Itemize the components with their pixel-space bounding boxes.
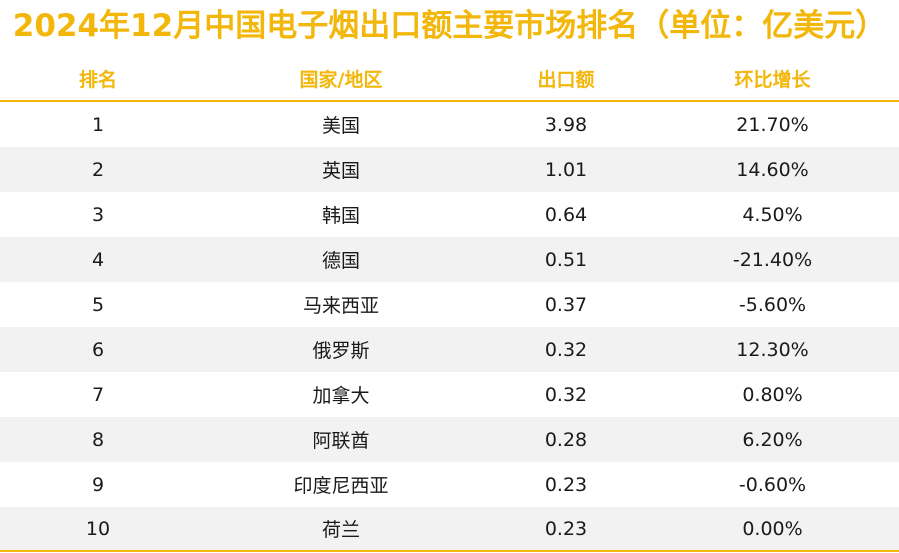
table-row: 9 印度尼西亚 0.23 -0.60% [0, 462, 899, 507]
cell-rank: 3 [91, 203, 105, 226]
cell-mom-growth: 6.20% [742, 428, 803, 451]
cell-rank: 10 [85, 517, 111, 540]
header-mom-growth: 环比增长 [734, 69, 811, 91]
cell-rank: 8 [91, 428, 105, 451]
cell-mom-growth: -5.60% [738, 293, 807, 316]
cell-export-value: 1.01 [544, 158, 588, 181]
cell-export-value: 0.32 [544, 338, 588, 361]
cell-country: 英国 [321, 160, 360, 182]
cell-country: 德国 [321, 250, 360, 272]
cell-rank: 9 [91, 473, 105, 496]
table-body: 1 美国 3.98 21.70% 2 英国 1.01 14.60% 3 韩国 0.64 4.50% 4 德… [0, 102, 899, 552]
cell-rank: 2 [91, 158, 105, 181]
cell-export-value: 0.32 [544, 383, 588, 406]
table-row: 10 荷兰 0.23 0.00% [0, 507, 899, 552]
header-rank: 排名 [78, 69, 117, 91]
title-container: 2024年12月中国电子烟出口额主要市场排名（单位：亿美元） [0, 0, 899, 57]
cell-export-value: 0.64 [544, 203, 588, 226]
cell-mom-growth: 0.00% [742, 517, 803, 540]
table-row: 2 英国 1.01 14.60% [0, 147, 899, 192]
cell-mom-growth: 14.60% [736, 158, 809, 181]
table-row: 1 美国 3.98 21.70% [0, 102, 899, 147]
cell-mom-growth: 0.80% [742, 383, 803, 406]
header-export-value: 出口额 [537, 69, 595, 91]
cell-export-value: 0.28 [544, 428, 588, 451]
table-row: 8 阿联酋 0.28 6.20% [0, 417, 899, 462]
cell-export-value: 0.23 [544, 473, 588, 496]
cell-country: 俄罗斯 [312, 340, 370, 362]
cell-country: 荷兰 [321, 519, 360, 541]
cell-country: 韩国 [321, 205, 360, 227]
cell-mom-growth: -0.60% [738, 473, 807, 496]
cell-export-value: 0.51 [544, 248, 588, 271]
cell-country: 加拿大 [312, 385, 370, 407]
cell-country: 美国 [321, 115, 360, 137]
header-country: 国家/地区 [299, 69, 383, 91]
cell-country: 阿联酋 [312, 430, 370, 452]
cell-rank: 4 [91, 248, 105, 271]
table-row: 4 德国 0.51 -21.40% [0, 237, 899, 282]
cell-mom-growth: -21.40% [732, 248, 813, 271]
cell-country: 马来西亚 [302, 295, 379, 317]
table-row: 5 马来西亚 0.37 -5.60% [0, 282, 899, 327]
cell-mom-growth: 4.50% [742, 203, 803, 226]
table-row: 3 韩国 0.64 4.50% [0, 192, 899, 237]
export-table: 排名 国家/地区 出口额 环比增长 1 美国 3.98 21.70% 2 英国 1.01 14… [0, 57, 899, 552]
cell-rank: 1 [91, 113, 105, 136]
cell-mom-growth: 12.30% [736, 338, 809, 361]
table-header: 排名 国家/地区 出口额 环比增长 [0, 57, 899, 102]
cell-country: 印度尼西亚 [293, 475, 389, 497]
cell-rank: 5 [91, 293, 105, 316]
cell-rank: 6 [91, 338, 105, 361]
cell-export-value: 0.37 [544, 293, 588, 316]
table-row: 7 加拿大 0.32 0.80% [0, 372, 899, 417]
cell-export-value: 0.23 [544, 517, 588, 540]
cell-mom-growth: 21.70% [736, 113, 809, 136]
table-row: 6 俄罗斯 0.32 12.30% [0, 327, 899, 372]
chart-title: 2024年12月中国电子烟出口额主要市场排名（单位：亿美元） [12, 8, 887, 44]
cell-rank: 7 [91, 383, 105, 406]
cell-export-value: 3.98 [544, 113, 588, 136]
